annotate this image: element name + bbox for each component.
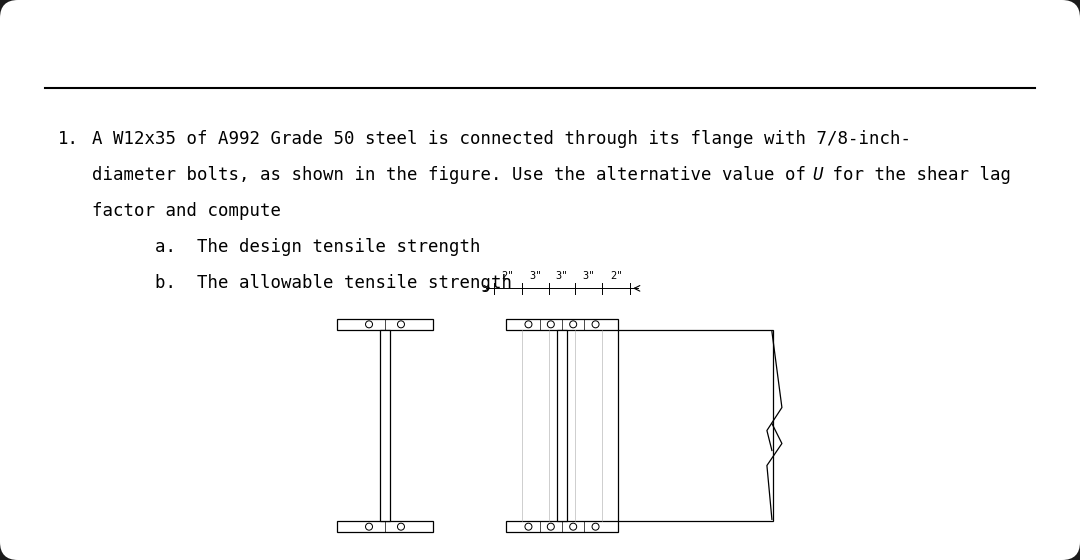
Text: a.  The design tensile strength: a. The design tensile strength xyxy=(156,238,481,256)
Circle shape xyxy=(592,523,599,530)
Circle shape xyxy=(525,523,532,530)
Circle shape xyxy=(548,321,554,328)
Text: U: U xyxy=(812,166,823,184)
Text: 3": 3" xyxy=(582,272,595,281)
Circle shape xyxy=(397,321,405,328)
Text: 3": 3" xyxy=(529,272,541,281)
Text: factor and compute: factor and compute xyxy=(92,202,281,220)
Text: 1.: 1. xyxy=(58,130,79,148)
Circle shape xyxy=(569,523,577,530)
Circle shape xyxy=(525,321,532,328)
Circle shape xyxy=(548,523,554,530)
Circle shape xyxy=(397,523,405,530)
Text: diameter bolts, as shown in the figure. Use the alternative value of: diameter bolts, as shown in the figure. … xyxy=(92,166,816,184)
Circle shape xyxy=(365,523,373,530)
Bar xyxy=(618,330,773,521)
Circle shape xyxy=(569,321,577,328)
Text: A W12x35 of A992 Grade 50 steel is connected through its flange with 7/8-inch-: A W12x35 of A992 Grade 50 steel is conne… xyxy=(92,130,912,148)
Bar xyxy=(556,330,567,521)
Text: 3": 3" xyxy=(556,272,568,281)
Bar xyxy=(337,521,433,532)
Text: 2": 2" xyxy=(501,272,514,281)
Text: for the shear lag: for the shear lag xyxy=(822,166,1011,184)
Bar xyxy=(337,319,433,330)
Circle shape xyxy=(592,321,599,328)
Bar xyxy=(507,319,618,330)
Text: 2": 2" xyxy=(610,272,622,281)
Circle shape xyxy=(365,321,373,328)
Text: b.  The allowable tensile strength: b. The allowable tensile strength xyxy=(156,274,512,292)
Bar xyxy=(380,330,390,521)
Bar xyxy=(507,521,618,532)
